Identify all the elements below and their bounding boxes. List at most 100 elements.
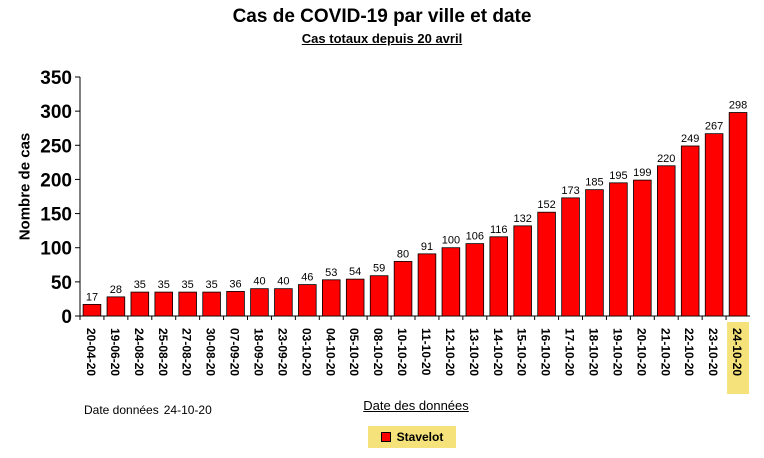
bar bbox=[489, 236, 509, 317]
bar bbox=[369, 275, 389, 317]
bar bbox=[202, 291, 221, 317]
x-tick-label: 19-06-20 bbox=[108, 328, 122, 376]
data-label: 35 bbox=[134, 279, 146, 291]
data-label: 195 bbox=[609, 170, 627, 182]
y-tick-label: 50 bbox=[51, 273, 72, 294]
data-label: 267 bbox=[705, 121, 723, 133]
x-tick-label: 12-10-20 bbox=[443, 328, 457, 376]
legend-label: Stavelot bbox=[396, 430, 444, 444]
x-tick-label: 18-10-20 bbox=[586, 328, 600, 376]
data-label: 35 bbox=[182, 279, 194, 291]
data-label: 249 bbox=[681, 133, 699, 145]
x-tick-label: 23-10-20 bbox=[706, 328, 720, 376]
bar bbox=[298, 284, 317, 317]
bar bbox=[513, 225, 532, 317]
x-axis-label: Date des données bbox=[363, 398, 469, 413]
x-tick-label: 20-04-20 bbox=[84, 328, 98, 376]
data-label: 40 bbox=[253, 276, 265, 288]
bar bbox=[680, 145, 700, 317]
x-tick-label: 18-09-20 bbox=[251, 328, 265, 376]
data-label: 91 bbox=[421, 241, 433, 253]
data-label: 28 bbox=[110, 284, 122, 296]
data-date-value: 24-10-20 bbox=[163, 403, 212, 417]
data-label: 220 bbox=[657, 153, 675, 165]
y-tick-label: 250 bbox=[40, 136, 72, 157]
x-tick-label: 30-08-20 bbox=[204, 328, 218, 376]
x-tick-label: 10-10-20 bbox=[395, 328, 409, 376]
bar bbox=[106, 296, 126, 317]
y-tick-label: 0 bbox=[61, 307, 72, 328]
x-tick-label: 11-10-20 bbox=[419, 328, 433, 376]
x-tick-label: 13-10-20 bbox=[467, 328, 481, 376]
x-tick-label: 04-10-20 bbox=[323, 328, 337, 376]
x-tick-label: 20-10-20 bbox=[634, 328, 648, 376]
x-tick-label: 07-09-20 bbox=[228, 328, 242, 376]
bar bbox=[537, 211, 556, 317]
y-tick-label: 200 bbox=[40, 170, 72, 191]
data-label: 17 bbox=[86, 291, 98, 303]
x-tick-label: 05-10-20 bbox=[347, 328, 361, 376]
data-label: 59 bbox=[373, 263, 385, 275]
bar bbox=[656, 165, 676, 317]
data-label: 173 bbox=[561, 185, 579, 197]
x-tick-label: 24-08-20 bbox=[132, 328, 146, 376]
bar bbox=[465, 243, 485, 317]
bar bbox=[82, 303, 102, 317]
x-tick-label: 25-08-20 bbox=[156, 328, 170, 376]
bar bbox=[561, 197, 580, 317]
bar bbox=[417, 253, 437, 317]
bar bbox=[609, 182, 628, 317]
data-label: 35 bbox=[205, 279, 217, 291]
x-tick-label: 19-10-20 bbox=[610, 328, 624, 376]
bar bbox=[728, 112, 748, 317]
y-axis-label: Nombre de cas bbox=[16, 132, 34, 241]
bar bbox=[226, 291, 245, 317]
y-tick-label: 300 bbox=[40, 102, 72, 123]
data-label: 116 bbox=[490, 224, 508, 236]
x-tick-label: 14-10-20 bbox=[491, 328, 505, 376]
x-tick-label: 24-10-20 bbox=[730, 328, 744, 376]
data-date-label: Date données bbox=[84, 403, 159, 417]
x-tick-label: 08-10-20 bbox=[371, 328, 385, 376]
x-tick-label: 16-10-20 bbox=[539, 328, 553, 376]
x-tick-label: 27-08-20 bbox=[180, 328, 194, 376]
x-tick-label: 15-10-20 bbox=[515, 328, 529, 376]
chart-subtitle: Cas totaux depuis 20 avril bbox=[301, 31, 463, 46]
y-tick-label: 350 bbox=[40, 68, 72, 89]
data-date-note: Date données 24-10-20 bbox=[84, 403, 217, 417]
data-label: 53 bbox=[325, 267, 337, 279]
bar bbox=[441, 247, 461, 317]
data-label: 132 bbox=[513, 213, 531, 225]
x-tick-label: 22-10-20 bbox=[682, 328, 696, 376]
bar bbox=[250, 288, 269, 317]
data-label: 199 bbox=[633, 167, 651, 179]
bar bbox=[585, 189, 604, 317]
data-label: 35 bbox=[158, 279, 170, 291]
x-tick-label: 23-09-20 bbox=[275, 328, 289, 376]
bar bbox=[345, 278, 365, 317]
y-tick-label: 150 bbox=[40, 205, 72, 226]
bar bbox=[178, 291, 197, 317]
chart-title: Cas de COVID-19 par ville et date bbox=[232, 6, 532, 27]
bar bbox=[633, 179, 652, 317]
data-label: 46 bbox=[301, 272, 313, 284]
legend: Stavelot bbox=[368, 426, 456, 448]
data-label: 106 bbox=[466, 231, 484, 243]
x-tick-label: 21-10-20 bbox=[658, 328, 672, 376]
y-tick-label: 100 bbox=[40, 239, 72, 260]
bar bbox=[274, 288, 293, 317]
data-label: 185 bbox=[585, 177, 603, 189]
data-label: 152 bbox=[537, 199, 555, 211]
data-label: 40 bbox=[277, 276, 289, 288]
data-label: 80 bbox=[397, 248, 409, 260]
data-label: 54 bbox=[349, 266, 361, 278]
x-tick-label: 17-10-20 bbox=[563, 328, 577, 376]
x-tick-highlight bbox=[727, 322, 749, 394]
data-label: 100 bbox=[442, 235, 460, 247]
bar bbox=[321, 279, 341, 317]
bar bbox=[393, 260, 413, 317]
x-tick-label: 03-10-20 bbox=[299, 328, 313, 376]
data-label: 298 bbox=[729, 100, 747, 112]
bar bbox=[154, 291, 174, 317]
